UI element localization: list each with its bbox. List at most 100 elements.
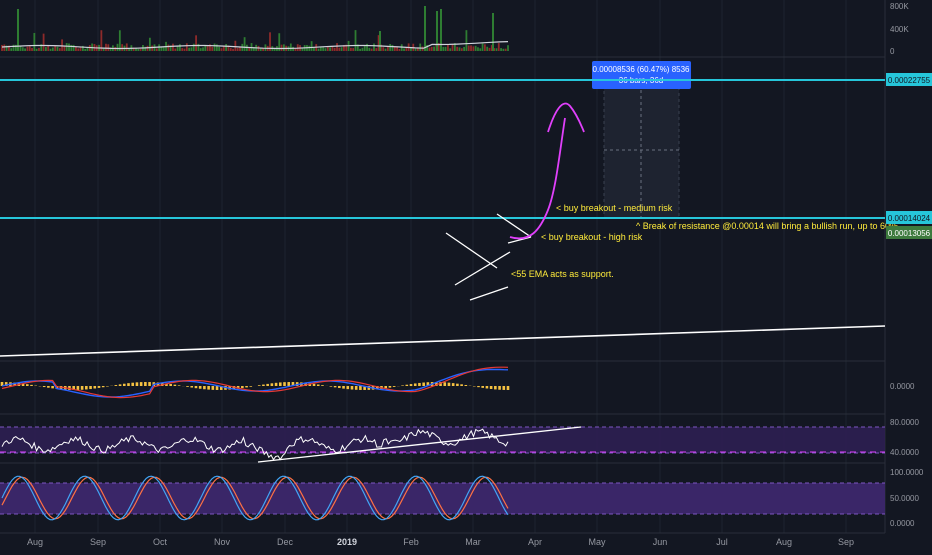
- volume-bar: [329, 47, 331, 51]
- volume-bar: [191, 47, 193, 51]
- volume-bar: [117, 44, 119, 51]
- annotation-ema-support[interactable]: <55 EMA acts as support.: [511, 269, 614, 279]
- volume-bar: [230, 48, 232, 51]
- macd-histogram-bar: [359, 386, 362, 390]
- volume-bar: [68, 44, 70, 51]
- macd-histogram-bar: [93, 386, 96, 389]
- volume-bar: [244, 37, 246, 51]
- volume-bar: [188, 48, 190, 51]
- volume-bar: [221, 48, 223, 51]
- rsi-tick-label: 40.0000: [890, 448, 919, 457]
- volume-bar: [290, 43, 292, 51]
- macd-histogram-bar: [47, 386, 50, 388]
- volume-bar: [375, 48, 377, 51]
- volume-bar: [24, 48, 26, 51]
- macd-histogram-bar: [465, 385, 468, 386]
- macd-histogram-bar: [389, 386, 392, 388]
- macd-histogram-bar: [30, 385, 33, 386]
- annotation-medium-risk[interactable]: < buy breakout - medium risk: [556, 203, 673, 213]
- volume-spike: [379, 31, 381, 51]
- macd-histogram-bar: [448, 383, 451, 386]
- volume-bar: [456, 47, 458, 51]
- volume-bar: [151, 46, 153, 51]
- volume-bar: [232, 49, 234, 51]
- measure-label-line1: 0.00008536 (60.47%) 8536: [593, 65, 691, 74]
- macd-histogram-bar: [26, 384, 29, 386]
- volume-bar: [502, 49, 504, 51]
- macd-histogram-bar: [131, 383, 134, 386]
- annotation-high-risk[interactable]: < buy breakout - high risk: [541, 232, 643, 242]
- volume-bar: [419, 44, 421, 51]
- rsi-band: [0, 427, 885, 453]
- volume-bar: [107, 44, 109, 51]
- macd-histogram-bar: [89, 386, 92, 389]
- volume-bar: [283, 44, 285, 51]
- volume-bar: [193, 44, 195, 51]
- macd-histogram-bar: [443, 382, 446, 386]
- volume-spike: [492, 13, 494, 51]
- time-label: Sep: [90, 537, 106, 547]
- annotation-break-resistance[interactable]: ^ Break of resistance @0.00014 will brin…: [636, 221, 901, 231]
- stoch-tick-label: 50.0000: [890, 494, 919, 503]
- volume-bar: [500, 48, 502, 51]
- macd-histogram-bar: [245, 386, 248, 387]
- macd-histogram-bar: [460, 384, 463, 386]
- time-label: Aug: [27, 537, 43, 547]
- volume-bar: [214, 44, 216, 51]
- volume-bar: [352, 48, 354, 51]
- macd-histogram-bar: [136, 382, 139, 386]
- volume-bar: [479, 48, 481, 51]
- stoch-tick-label: 100.0000: [890, 468, 924, 477]
- volume-bar: [463, 47, 465, 51]
- macd-histogram-bar: [119, 384, 122, 386]
- volume-bar: [327, 47, 329, 51]
- volume-bar: [486, 47, 488, 51]
- time-label: Sep: [838, 537, 854, 547]
- volume-bar: [484, 44, 486, 51]
- volume-bar: [84, 49, 86, 51]
- macd-histogram-bar: [241, 386, 244, 388]
- macd-histogram-bar: [115, 385, 118, 386]
- macd-histogram-bar: [498, 386, 501, 390]
- macd-histogram-bar: [174, 385, 177, 386]
- macd-histogram-bar: [144, 382, 147, 386]
- volume-bar: [119, 30, 121, 51]
- volume-bar: [447, 44, 449, 51]
- volume-bar: [466, 30, 468, 51]
- macd-histogram-bar: [287, 382, 290, 386]
- macd-histogram-bar: [140, 382, 143, 386]
- volume-bar: [149, 38, 151, 51]
- volume-bar: [394, 47, 396, 51]
- volume-bar: [468, 45, 470, 51]
- rsi-tick-label: 80.0000: [890, 418, 919, 427]
- volume-bar: [445, 47, 447, 51]
- macd-histogram-bar: [195, 386, 198, 388]
- volume-bar: [59, 48, 61, 51]
- macd-histogram-bar: [266, 384, 269, 386]
- macd-histogram-bar: [486, 386, 489, 388]
- macd-histogram-bar: [106, 386, 109, 387]
- macd-histogram-bar: [98, 386, 101, 388]
- volume-bar: [459, 47, 461, 51]
- time-label: Nov: [214, 537, 231, 547]
- volume-tick-label: 400K: [890, 25, 909, 34]
- time-label: Apr: [528, 537, 542, 547]
- macd-histogram-bar: [148, 382, 151, 386]
- macd-histogram-bar: [477, 386, 480, 387]
- volume-tick-label: 0: [890, 47, 895, 56]
- volume-bar: [396, 47, 398, 51]
- macd-histogram-bar: [186, 386, 189, 387]
- volume-bar: [47, 46, 49, 51]
- macd-histogram-bar: [334, 386, 337, 387]
- volume-bar: [237, 48, 239, 51]
- volume-bar: [3, 44, 5, 51]
- volume-bar: [433, 47, 435, 51]
- macd-histogram-bar: [502, 386, 505, 390]
- tag-current-text: 0.00013056: [888, 229, 931, 238]
- stoch-tick-label: 0.0000: [890, 519, 915, 528]
- macd-histogram-bar: [393, 386, 396, 387]
- macd-histogram-bar: [351, 386, 354, 390]
- volume-bar: [218, 47, 220, 51]
